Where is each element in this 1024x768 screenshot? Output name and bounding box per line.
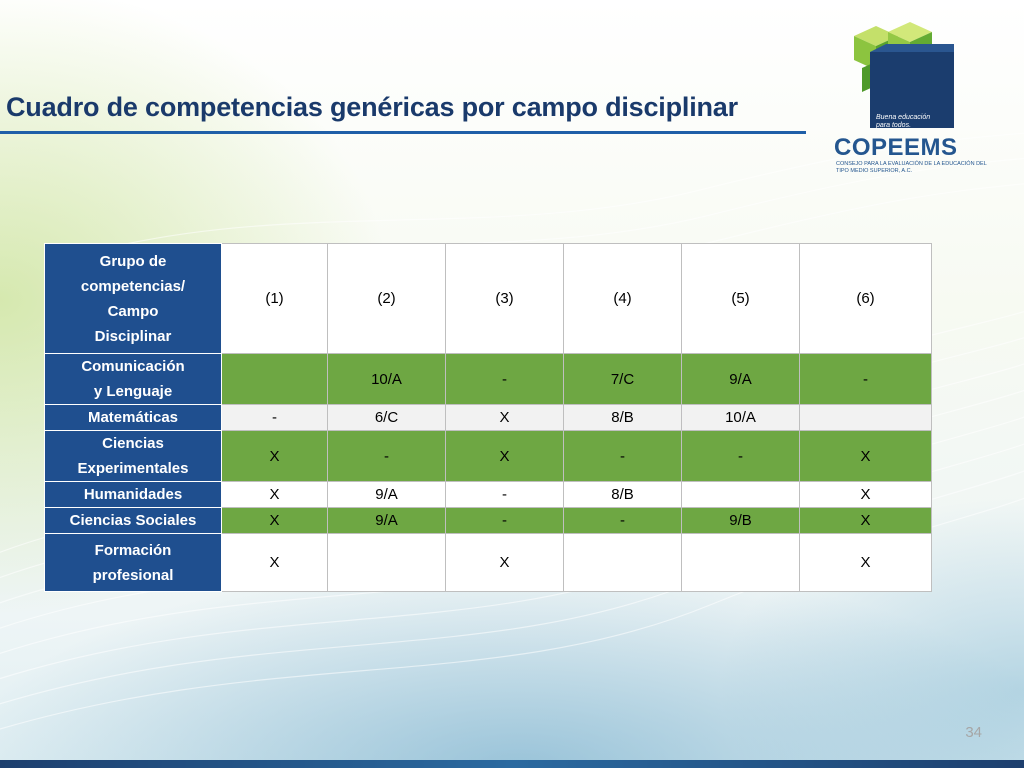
table-row: Matemáticas -6/C X 8/B 10/A [44,404,932,431]
row-header-line: Ciencias Sociales [69,512,197,529]
corner-header-line: Campo [107,302,159,320]
row-header-line: Experimentales [77,460,189,477]
table-row: Ciencias Sociales X 9/A - -9/B X [44,507,932,534]
table-cell: - [445,507,564,534]
row-header-cell: Comunicación y Lenguaje [44,353,222,405]
row-header-cell: Matemáticas [44,404,222,431]
table-cell [681,533,800,592]
table-cell: - [445,353,564,405]
table-cell: - [221,404,328,431]
title-underline [0,131,806,134]
table-cell [563,533,682,592]
corner-header-line: competencias/ [80,277,186,295]
table-row: Ciencias Experimentales X - X - - X [44,430,932,482]
logo-cubes-icon [854,22,954,128]
table-cell: - [799,353,932,405]
table-cell: X [445,404,564,431]
corner-header-line: Grupo de [99,252,167,270]
table-cell: - [327,430,446,482]
table-cell [221,353,328,405]
row-header-cell: Humanidades [44,481,222,508]
table-body: Comunicación y Lenguaje 10/A -7/C 9/A - Matemá… [44,353,932,592]
column-header: (2) [327,243,446,354]
column-header: (3) [445,243,564,354]
table-row: Formación profesional X X X [44,533,932,592]
table-row: Comunicación y Lenguaje 10/A -7/C 9/A - [44,353,932,405]
row-header-line: Matemáticas [87,409,179,426]
row-header-line: Comunicación [81,358,185,375]
row-header-line: profesional [92,566,174,584]
table-cell [799,404,932,431]
column-header: (6) [799,243,932,354]
column-header: (5) [681,243,800,354]
row-header-cell: Formación profesional [44,533,222,592]
table-cell: X [221,533,328,592]
row-header-cell: Ciencias Experimentales [44,430,222,482]
logo-name: COPEEMS [834,134,958,161]
corner-header-cell: Grupo de competencias/Campo Disciplinar [44,243,222,354]
table-cell: 10/A [681,404,800,431]
table-cell: 9/A [327,507,446,534]
competencies-table: Grupo de competencias/Campo Disciplinar (1… [44,243,932,592]
table-cell: X [445,533,564,592]
table-cell: 6/C [327,404,446,431]
table-header-row: Grupo de competencias/Campo Disciplinar (1… [44,243,932,354]
table-cell: - [445,481,564,508]
row-header-line: Ciencias [102,435,164,452]
row-header-line: Formación [94,541,172,559]
table-cell: 8/B [563,404,682,431]
logo-subtitle: Consejo para la Evaluación de la Educaci… [836,161,987,174]
table-cell [681,481,800,508]
table-cell: 8/B [563,481,682,508]
corner-header-line: Disciplinar [94,327,172,345]
table-cell: X [445,430,564,482]
table-cell: 9/A [681,353,800,405]
logo-tagline: Buena educación para todos. [876,114,931,129]
table-cell: X [221,430,328,482]
table-cell: 10/A [327,353,446,405]
page-number: 34 [965,724,982,741]
bottom-bar [0,760,1024,768]
row-header-cell: Ciencias Sociales [44,507,222,534]
table-cell: - [563,507,682,534]
table-cell: X [799,507,932,534]
table-cell [327,533,446,592]
table-cell: 9/B [681,507,800,534]
copeems-logo: Buena educación para todos. COPEEMS Cons… [826,22,996,182]
slide-title: Cuadro de competencias genéricas por cam… [6,92,738,122]
table-cell: - [563,430,682,482]
column-header: (1) [221,243,328,354]
table-cell: 9/A [327,481,446,508]
table-cell: - [681,430,800,482]
row-header-line: Humanidades [83,486,183,503]
table-cell: X [221,481,328,508]
table-cell: 7/C [563,353,682,405]
table-cell: X [799,533,932,592]
table-cell: X [221,507,328,534]
table-cell: X [799,481,932,508]
table-cell: X [799,430,932,482]
column-header: (4) [563,243,682,354]
row-header-line: y Lenguaje [93,383,173,400]
table-row: Humanidades X 9/A -8/B X [44,481,932,508]
